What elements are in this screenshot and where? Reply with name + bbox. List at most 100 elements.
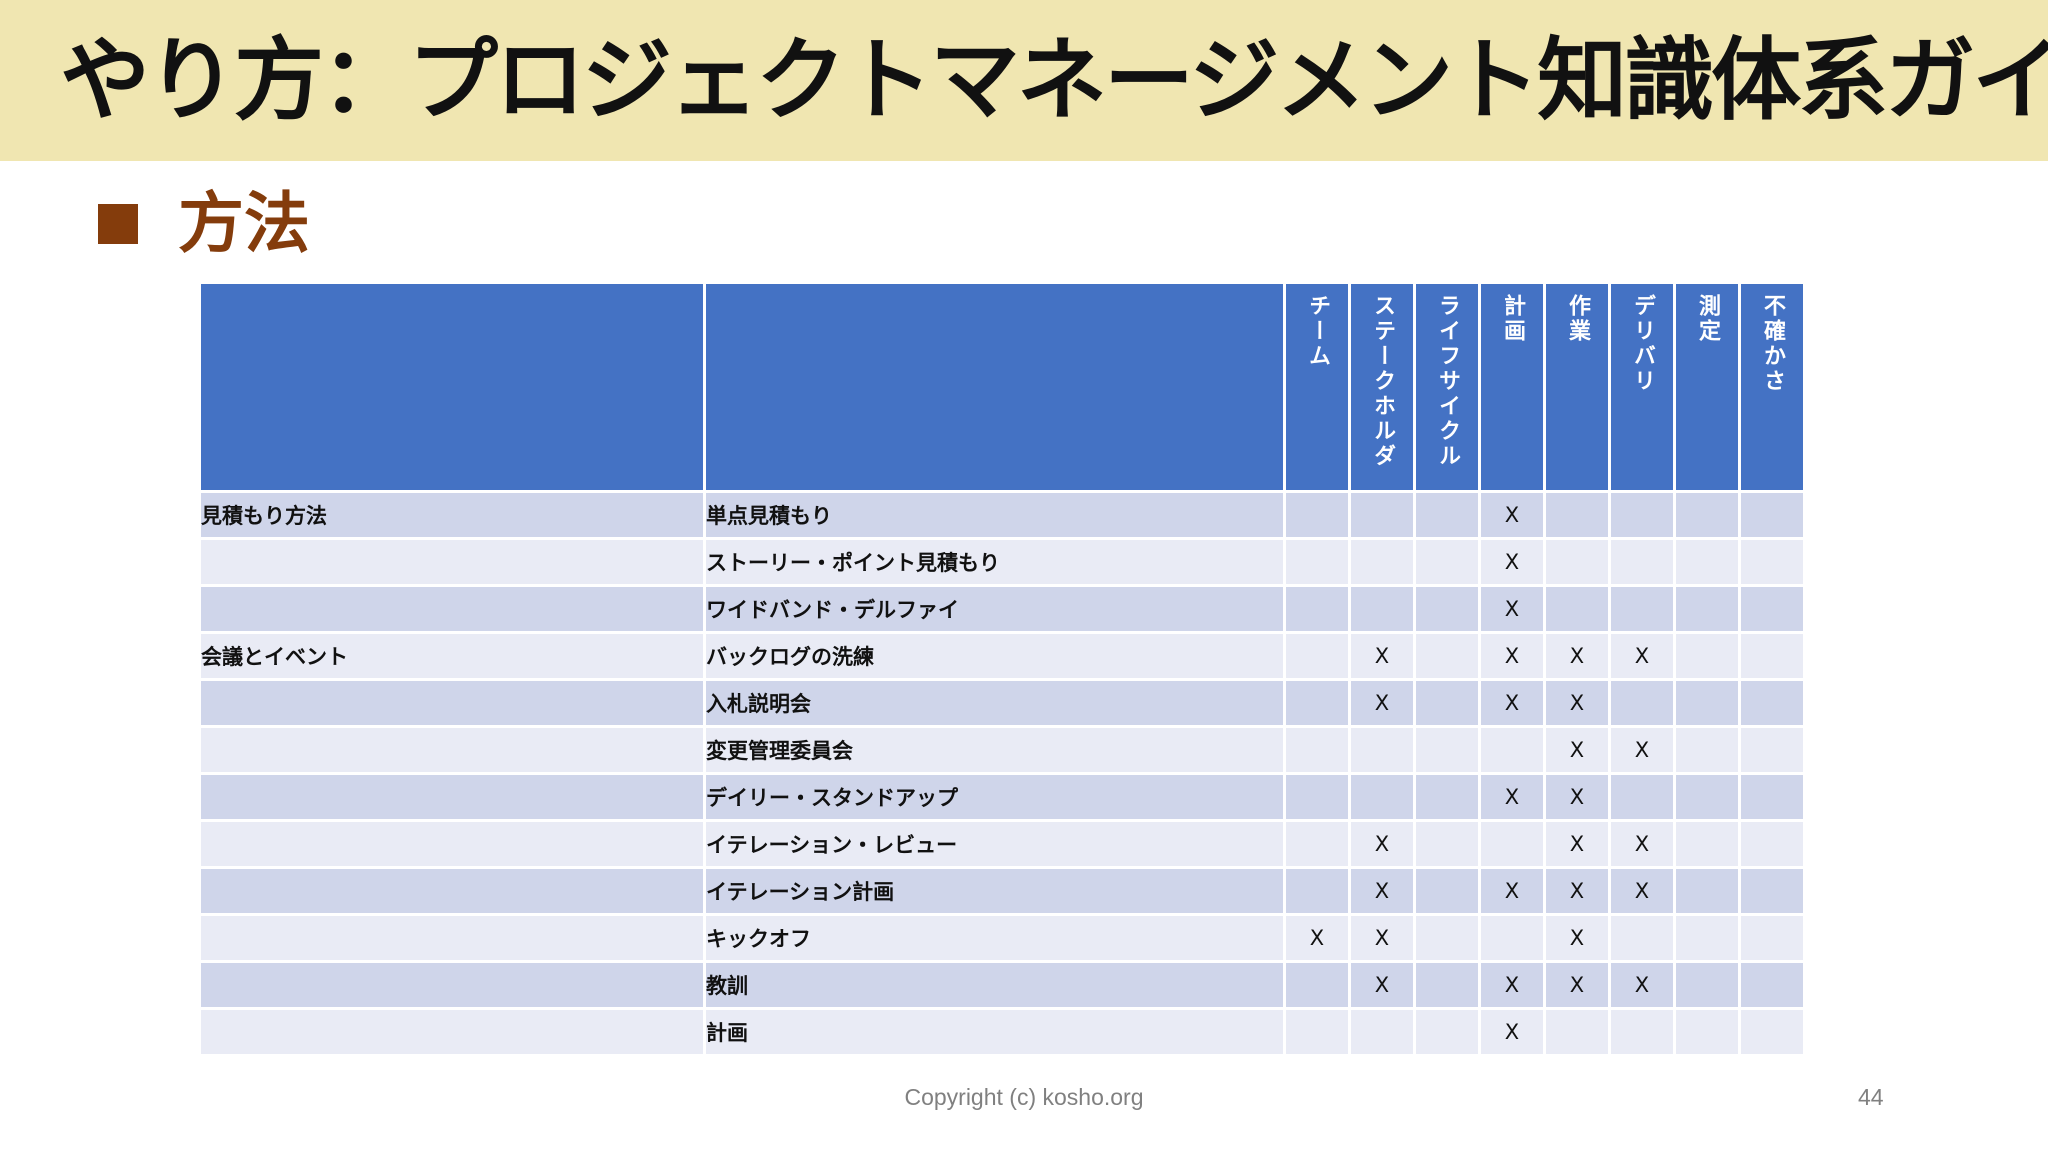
category-cell: 会議とイベント <box>201 634 703 678</box>
mark-cell: X <box>1481 1010 1543 1054</box>
mark-cell: X <box>1611 634 1673 678</box>
mark-cell: X <box>1546 634 1608 678</box>
mark-cell <box>1416 540 1478 584</box>
mark-cell <box>1611 1010 1673 1054</box>
header-category <box>201 284 703 490</box>
mark-cell: X <box>1481 869 1543 913</box>
mark-cell <box>1676 916 1738 960</box>
table-row: デイリー・スタンドアップ X X <box>201 775 1803 819</box>
header-method <box>706 284 1283 490</box>
mark-cell <box>1741 540 1803 584</box>
mark-cell <box>1741 681 1803 725</box>
mark-cell: X <box>1481 681 1543 725</box>
mark-cell <box>1741 775 1803 819</box>
table-body: 見積もり方法 単点見積もり X ストーリー・ポイント見積もり X ワイドバンド・デルファイ… <box>201 493 1803 1054</box>
mark-cell <box>1286 540 1348 584</box>
mark-cell <box>1546 493 1608 537</box>
method-cell: 教訓 <box>706 963 1283 1007</box>
mark-cell: X <box>1546 681 1608 725</box>
mark-cell <box>1286 587 1348 631</box>
mark-cell <box>1416 681 1478 725</box>
mark-cell <box>1286 681 1348 725</box>
mark-cell <box>1741 493 1803 537</box>
mark-cell <box>1416 822 1478 866</box>
header-col-stakeholder: ステークホルダ <box>1351 284 1413 490</box>
mark-cell: X <box>1546 728 1608 772</box>
mark-cell <box>1676 869 1738 913</box>
mark-cell <box>1416 916 1478 960</box>
mark-cell <box>1611 681 1673 725</box>
method-cell: ストーリー・ポイント見積もり <box>706 540 1283 584</box>
method-cell: キックオフ <box>706 916 1283 960</box>
mark-cell <box>1741 822 1803 866</box>
category-cell <box>201 540 703 584</box>
mark-cell <box>1676 775 1738 819</box>
page-number: 44 <box>1858 1084 1884 1110</box>
mark-cell <box>1351 775 1413 819</box>
mark-cell <box>1676 822 1738 866</box>
mark-cell: X <box>1611 869 1673 913</box>
category-cell <box>201 963 703 1007</box>
category-cell <box>201 869 703 913</box>
table-row: キックオフ X X X <box>201 916 1803 960</box>
category-cell <box>201 681 703 725</box>
category-cell: 見積もり方法 <box>201 493 703 537</box>
mark-cell: X <box>1546 775 1608 819</box>
category-cell <box>201 728 703 772</box>
methods-table: チーム ステークホルダ ライフサイクル 計画 作業 デリバリ 測定 不確かさ 見… <box>198 281 1806 1057</box>
mark-cell <box>1416 1010 1478 1054</box>
table-row: 入札説明会 X X X <box>201 681 1803 725</box>
square-bullet-icon <box>98 204 138 244</box>
mark-cell <box>1351 728 1413 772</box>
method-cell: バックログの洗練 <box>706 634 1283 678</box>
mark-cell <box>1676 587 1738 631</box>
mark-cell: X <box>1546 916 1608 960</box>
mark-cell <box>1741 916 1803 960</box>
mark-cell: X <box>1351 634 1413 678</box>
table-row: 教訓 X X X X <box>201 963 1803 1007</box>
mark-cell: X <box>1611 963 1673 1007</box>
header-col-lifecycle: ライフサイクル <box>1416 284 1478 490</box>
mark-cell <box>1286 634 1348 678</box>
method-cell: 単点見積もり <box>706 493 1283 537</box>
mark-cell <box>1741 1010 1803 1054</box>
mark-cell <box>1611 540 1673 584</box>
section-heading: 方法 <box>98 184 310 264</box>
mark-cell <box>1676 728 1738 772</box>
mark-cell: X <box>1611 822 1673 866</box>
category-cell <box>201 587 703 631</box>
mark-cell <box>1611 493 1673 537</box>
mark-cell <box>1741 963 1803 1007</box>
method-cell: 計画 <box>706 1010 1283 1054</box>
mark-cell: X <box>1351 681 1413 725</box>
table-row: イテレーション計画 X X X X <box>201 869 1803 913</box>
mark-cell: X <box>1546 822 1608 866</box>
category-cell <box>201 916 703 960</box>
mark-cell <box>1676 493 1738 537</box>
header-col-planning: 計画 <box>1481 284 1543 490</box>
header-col-delivery: デリバリ <box>1611 284 1673 490</box>
mark-cell <box>1416 963 1478 1007</box>
mark-cell <box>1676 681 1738 725</box>
table-row: 見積もり方法 単点見積もり X <box>201 493 1803 537</box>
mark-cell: X <box>1351 963 1413 1007</box>
mark-cell: X <box>1546 963 1608 1007</box>
mark-cell <box>1741 869 1803 913</box>
category-cell <box>201 1010 703 1054</box>
mark-cell <box>1676 1010 1738 1054</box>
mark-cell: X <box>1351 916 1413 960</box>
mark-cell <box>1286 822 1348 866</box>
method-cell: イテレーション計画 <box>706 869 1283 913</box>
mark-cell: X <box>1481 587 1543 631</box>
mark-cell <box>1741 634 1803 678</box>
method-cell: 変更管理委員会 <box>706 728 1283 772</box>
mark-cell <box>1286 963 1348 1007</box>
mark-cell: X <box>1546 869 1608 913</box>
header-col-measurement: 測定 <box>1676 284 1738 490</box>
table-row: ストーリー・ポイント見積もり X <box>201 540 1803 584</box>
category-cell <box>201 822 703 866</box>
mark-cell <box>1286 728 1348 772</box>
mark-cell <box>1351 493 1413 537</box>
table-row: 計画 X <box>201 1010 1803 1054</box>
mark-cell <box>1676 540 1738 584</box>
